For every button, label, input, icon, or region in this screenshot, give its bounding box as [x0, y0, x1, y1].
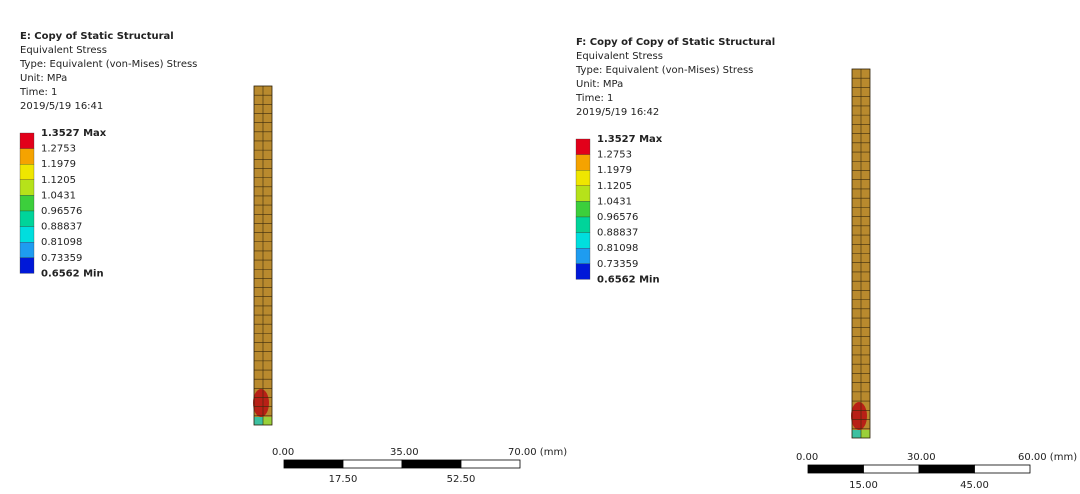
legend-band — [575, 185, 591, 202]
mesh-outline — [253, 85, 273, 426]
result-info: Unit: MPa — [20, 73, 67, 84]
legend-label: 1.0431 — [597, 196, 632, 207]
scale-segment — [807, 464, 864, 474]
scale-label: 15.00 — [849, 480, 878, 491]
legend-label: 0.73359 — [41, 253, 82, 264]
scale-label: 0.00 — [796, 452, 818, 463]
result-title: F: Copy of Copy of Static Structural — [576, 37, 775, 48]
scale-label: 52.50 — [447, 474, 476, 485]
legend-band — [575, 232, 591, 249]
legend-band — [19, 195, 35, 212]
result-info: 2019/5/19 16:42 — [576, 107, 659, 118]
result-info: Time: 1 — [19, 87, 57, 98]
result-info: Time: 1 — [575, 93, 613, 104]
result-info: Unit: MPa — [576, 79, 623, 90]
legend-band — [19, 164, 35, 180]
legend-label: 1.1205 — [597, 181, 632, 192]
legend-label: 1.1205 — [41, 175, 76, 186]
mesh-outline — [851, 68, 871, 439]
scale-segment — [401, 459, 462, 469]
legend-label: 1.2753 — [597, 150, 632, 161]
scale-label: 60.00 (mm) — [1018, 452, 1077, 463]
legend-label: 0.96576 — [597, 212, 638, 223]
scale-segment — [283, 459, 344, 469]
scale-label: 17.50 — [329, 474, 358, 485]
legend-label: 1.0431 — [41, 190, 76, 201]
legend-band — [575, 216, 591, 233]
legend-band — [575, 263, 591, 280]
result-info: 2019/5/19 16:41 — [20, 101, 103, 112]
stress-low — [263, 417, 272, 425]
legend-label: 0.81098 — [597, 243, 638, 254]
legend-band — [19, 226, 35, 243]
legend-band — [19, 179, 35, 196]
legend-label: 1.3527 Max — [41, 128, 107, 139]
legend-label: 0.96576 — [41, 206, 82, 217]
scale-segment — [863, 464, 920, 474]
legend-band — [19, 242, 35, 258]
legend-band — [19, 132, 35, 149]
legend-band — [575, 201, 591, 218]
legend-label: 0.88837 — [597, 228, 638, 239]
stress-hotspot — [253, 389, 269, 417]
result-info: Type: Equivalent (von-Mises) Stress — [575, 65, 753, 76]
scale-label: 35.00 — [390, 447, 419, 458]
legend-label: 1.1979 — [41, 159, 76, 170]
legend-label: 1.3527 Max — [597, 134, 663, 145]
legend-band — [19, 210, 35, 227]
scale-segment — [918, 464, 975, 474]
stress-hotspot — [851, 402, 867, 430]
legend-band — [19, 257, 35, 274]
legend-band — [575, 154, 591, 171]
result-info: Equivalent Stress — [20, 45, 107, 56]
legend-label: 1.1979 — [597, 165, 632, 176]
scale-label: 30.00 — [907, 452, 936, 463]
scale-label: 0.00 — [272, 447, 294, 458]
scale-segment — [974, 464, 1031, 474]
legend-label: 1.2753 — [41, 144, 76, 155]
legend-band — [19, 148, 35, 165]
legend-label: 0.81098 — [41, 237, 82, 248]
scale-label: 70.00 (mm) — [508, 447, 567, 458]
scale-segment — [342, 459, 403, 469]
scale-label: 45.00 — [960, 480, 989, 491]
legend-label: 0.6562 Min — [597, 274, 660, 285]
legend-band — [575, 170, 591, 186]
scale-segment — [460, 459, 521, 469]
legend-label: 0.6562 Min — [41, 268, 104, 279]
legend-label: 0.88837 — [41, 222, 82, 233]
legend-band — [575, 248, 591, 264]
legend-label: 0.73359 — [597, 259, 638, 270]
result-info: Equivalent Stress — [576, 51, 663, 62]
result-title: E: Copy of Static Structural — [20, 31, 174, 42]
stress-low — [861, 430, 870, 438]
legend-band — [575, 138, 591, 155]
result-info: Type: Equivalent (von-Mises) Stress — [19, 59, 197, 70]
